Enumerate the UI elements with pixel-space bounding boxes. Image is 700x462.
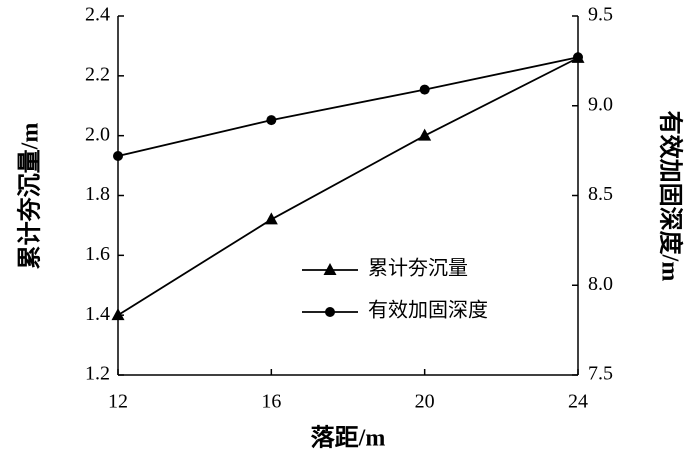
legend-label: 累计夯沉量 <box>368 257 468 280</box>
series-line <box>117 57 579 316</box>
x-tick-label: 12 <box>108 391 128 413</box>
y-tick-label: 1.6 <box>85 243 110 265</box>
x-tick-label: 24 <box>568 391 588 413</box>
y2-tick-label: 7.5 <box>588 363 613 385</box>
legend-marker <box>323 263 337 275</box>
series-line <box>117 56 579 157</box>
y-tick-label: 1.8 <box>85 183 110 205</box>
data-point <box>418 128 432 141</box>
y2-tick-label: 9.5 <box>588 4 613 26</box>
data-point <box>266 115 277 126</box>
y-tick-label: 1.2 <box>85 363 110 385</box>
y-tick-label: 1.4 <box>85 303 110 325</box>
y-tick-label: 2.2 <box>85 63 110 85</box>
data-point <box>419 84 430 95</box>
x-tick-label: 20 <box>415 391 435 413</box>
data-point <box>113 151 123 162</box>
y-axis-label: 累计夯沉量/m <box>17 123 44 270</box>
data-point <box>111 308 125 321</box>
y2-axis-label: 有效加固深度/m <box>656 111 684 282</box>
x-axis-label: 落距/m <box>311 425 386 452</box>
y2-tick-label: 8.5 <box>588 183 613 205</box>
data-point <box>264 212 278 225</box>
legend-label: 有效加固深度 <box>368 299 488 322</box>
legend-marker <box>325 307 335 317</box>
y2-tick-label: 8.0 <box>588 273 613 295</box>
data-point <box>573 52 583 63</box>
y2-tick-label: 9.0 <box>588 93 613 115</box>
y-tick-label: 2.0 <box>85 123 110 145</box>
x-tick-label: 16 <box>261 391 281 413</box>
y-tick-label: 2.4 <box>85 4 110 26</box>
